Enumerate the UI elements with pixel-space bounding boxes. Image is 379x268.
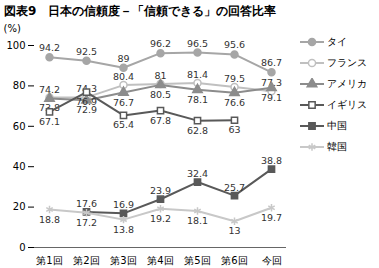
svg-text:76.9: 76.9 bbox=[76, 96, 97, 107]
svg-text:81.4: 81.4 bbox=[187, 69, 208, 80]
svg-text:60: 60 bbox=[13, 121, 26, 132]
svg-text:第2回: 第2回 bbox=[73, 255, 99, 266]
svg-text:72.9: 72.9 bbox=[75, 104, 98, 116]
svg-text:32.4: 32.4 bbox=[187, 168, 208, 179]
svg-text:77.3: 77.3 bbox=[260, 77, 283, 89]
html-text:フランス: フランス bbox=[327, 56, 367, 68]
html-text:アメリカ: アメリカ bbox=[327, 77, 367, 89]
svg-text:78.1: 78.1 bbox=[187, 94, 208, 105]
svg-text:第4回: 第4回 bbox=[147, 255, 173, 266]
svg-text:第3回: 第3回 bbox=[110, 255, 136, 266]
html-text:図表9 日本の信頼度－「信頼できる」の回答比率: 図表9 日本の信頼度－「信頼できる」の回答比率 bbox=[4, 4, 277, 18]
svg-text:20: 20 bbox=[13, 201, 26, 212]
svg-text:13: 13 bbox=[228, 225, 240, 236]
svg-text:0: 0 bbox=[19, 242, 25, 253]
svg-text:89: 89 bbox=[117, 53, 129, 64]
svg-text:100: 100 bbox=[6, 40, 25, 51]
svg-text:17.2: 17.2 bbox=[76, 217, 97, 228]
svg-text:19.7: 19.7 bbox=[261, 212, 282, 223]
svg-text:74.3: 74.3 bbox=[76, 83, 97, 94]
svg-text:第1回: 第1回 bbox=[36, 255, 62, 266]
svg-text:92.5: 92.5 bbox=[76, 46, 97, 57]
svg-text:63: 63 bbox=[228, 124, 240, 135]
html-text:タイ: タイ bbox=[327, 35, 347, 47]
svg-text:今回: 今回 bbox=[262, 255, 282, 266]
svg-text:96.5: 96.5 bbox=[187, 38, 208, 49]
svg-text:19.2: 19.2 bbox=[150, 213, 171, 224]
svg-text:40: 40 bbox=[13, 161, 26, 172]
svg-text:96.2: 96.2 bbox=[150, 38, 171, 49]
html-text:韓国: 韓国 bbox=[327, 140, 347, 152]
svg-text:76.7: 76.7 bbox=[113, 97, 134, 108]
svg-text:80.5: 80.5 bbox=[150, 89, 171, 100]
svg-text:76.6: 76.6 bbox=[224, 97, 245, 108]
html-text:中国: 中国 bbox=[327, 119, 347, 131]
svg-text:13.8: 13.8 bbox=[113, 224, 134, 235]
svg-text:80.4: 80.4 bbox=[113, 71, 134, 82]
svg-text:18.8: 18.8 bbox=[39, 214, 60, 225]
svg-text:74.2: 74.2 bbox=[38, 83, 61, 95]
svg-text:62.8: 62.8 bbox=[187, 125, 208, 136]
svg-text:79.5: 79.5 bbox=[224, 73, 245, 84]
svg-text:38.8: 38.8 bbox=[261, 155, 282, 166]
svg-text:67.8: 67.8 bbox=[150, 115, 171, 126]
svg-text:(%): (%) bbox=[4, 23, 21, 34]
html-text:イギリス: イギリス bbox=[327, 98, 367, 110]
svg-text:73.8: 73.8 bbox=[38, 102, 61, 114]
svg-text:94.2: 94.2 bbox=[39, 42, 60, 53]
svg-text:第6回: 第6回 bbox=[221, 255, 247, 266]
svg-text:65.4: 65.4 bbox=[113, 119, 134, 130]
svg-text:25.7: 25.7 bbox=[224, 182, 245, 193]
svg-text:17.6: 17.6 bbox=[76, 198, 97, 209]
svg-text:81: 81 bbox=[154, 69, 167, 81]
svg-text:第5回: 第5回 bbox=[184, 255, 210, 266]
svg-text:86.7: 86.7 bbox=[261, 57, 282, 68]
svg-text:23.9: 23.9 bbox=[150, 185, 171, 196]
svg-text:79.1: 79.1 bbox=[261, 92, 282, 103]
svg-text:16.9: 16.9 bbox=[113, 199, 134, 210]
svg-text:95.6: 95.6 bbox=[224, 39, 245, 50]
svg-text:80: 80 bbox=[13, 80, 26, 91]
svg-text:18.1: 18.1 bbox=[187, 215, 208, 226]
svg-text:67.1: 67.1 bbox=[39, 116, 60, 127]
